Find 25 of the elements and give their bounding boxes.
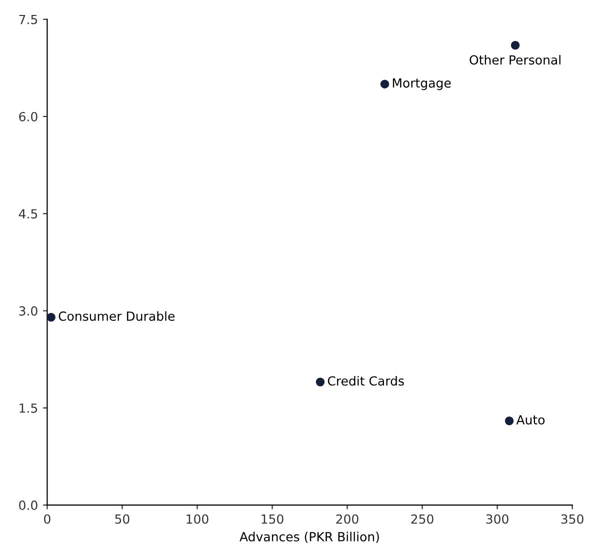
x-tick-label: 200 bbox=[336, 514, 358, 524]
annotation: Auto bbox=[516, 415, 545, 425]
y-tick-label: 0.0 bbox=[19, 500, 38, 510]
x-axis-title: Advances (PKR Billion) bbox=[240, 532, 379, 543]
x-tick-label: 50 bbox=[115, 514, 130, 524]
point bbox=[316, 378, 325, 386]
point bbox=[380, 80, 390, 88]
point bbox=[504, 416, 514, 426]
annotation: Mortgage bbox=[392, 78, 451, 90]
annotation: Other Personal bbox=[470, 54, 560, 65]
x-tick-label: 150 bbox=[262, 514, 284, 524]
y-tick-label: 1.5 bbox=[20, 404, 38, 413]
y-tick-label: 7.5 bbox=[19, 14, 38, 24]
x-tick-label: 100 bbox=[186, 514, 208, 524]
y-tick-label: 3.0 bbox=[19, 306, 38, 316]
point bbox=[510, 40, 520, 50]
x-tick-label: 250 bbox=[411, 514, 434, 524]
y-tick-label: 6.0 bbox=[19, 112, 38, 122]
x-tick-label: 350 bbox=[561, 514, 584, 524]
x-tick-label: 0 bbox=[44, 514, 50, 524]
x-tick-label: 300 bbox=[486, 514, 508, 524]
annotation: Consumer Durable bbox=[58, 311, 175, 321]
point bbox=[47, 312, 56, 322]
y-tick-label: 4.5 bbox=[18, 209, 38, 219]
annotation: Credit Cards bbox=[328, 376, 404, 386]
